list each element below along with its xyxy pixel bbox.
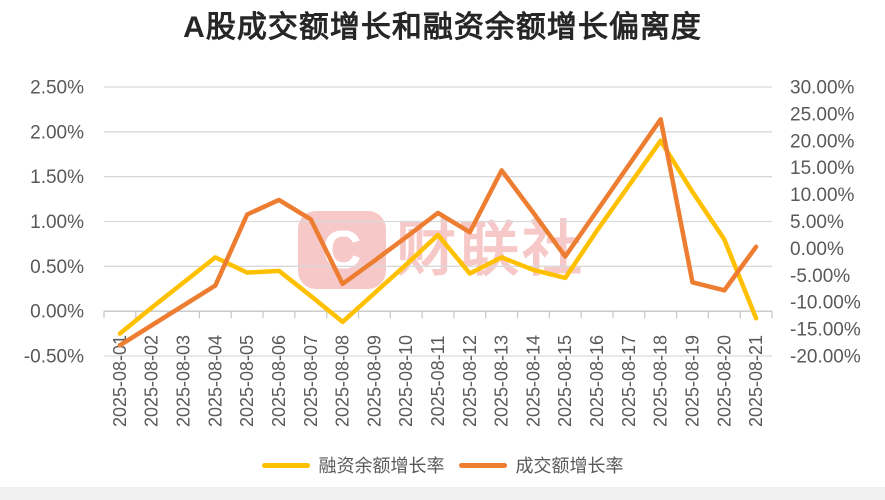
x-axis-date-label: 2025-08-20 [714, 335, 734, 427]
right-axis-tick-label: -5.00% [790, 266, 850, 287]
x-axis-date-label: 2025-08-12 [460, 335, 480, 427]
x-axis-date-label: 2025-08-11 [428, 336, 448, 427]
left-axis-tick-label: 1.50% [30, 167, 84, 188]
x-axis-date-label: 2025-08-10 [396, 335, 416, 427]
legend: 融资余额增长率 成交额增长率 [0, 452, 885, 478]
x-axis-date-label: 2025-08-19 [682, 335, 702, 427]
legend-swatch-turnover-icon [458, 462, 507, 468]
legend-label-turnover: 成交额增长率 [515, 456, 624, 476]
right-axis-tick-label: -10.00% [790, 293, 861, 314]
left-axis-tick-label: 0.50% [30, 257, 84, 278]
series-line-margin-balance [117, 138, 759, 336]
chart-title: A股成交额增长和融资余额增长偏离度 [183, 11, 702, 44]
x-axis-date-label: 2025-08-03 [174, 335, 194, 427]
series-line-turnover [117, 117, 759, 348]
left-axis-tick-label: 0.00% [30, 302, 84, 323]
right-axis-tick-label: 30.00% [790, 78, 855, 99]
right-axis-tick-label: 0.00% [790, 239, 844, 260]
x-axis-date-label: 2025-08-14 [523, 335, 543, 427]
right-axis-tick-label: -20.00% [790, 347, 861, 368]
x-axis-date-label: 2025-08-17 [619, 335, 639, 427]
footer-band [0, 487, 885, 500]
right-axis-tick-label: 15.00% [790, 158, 855, 179]
left-axis-tick-label: 1.00% [30, 212, 84, 233]
left-axis-tick-label: 2.50% [30, 78, 84, 99]
x-axis-date-label: 2025-08-02 [142, 335, 162, 427]
x-axis-date-label: 2025-08-06 [269, 335, 289, 427]
right-axis-tick-label: 10.00% [790, 185, 855, 206]
watermark-logo-letter: C [322, 220, 362, 280]
x-axis-date-label: 2025-08-01 [110, 335, 130, 427]
x-axis-date-label: 2025-08-04 [205, 335, 225, 427]
right-axis-tick-label: 20.00% [790, 131, 855, 152]
x-axis-date-label: 2025-08-21 [746, 335, 766, 427]
legend-swatch-margin-balance-icon [261, 462, 310, 468]
legend-label-margin-balance: 融资余额增长率 [318, 456, 445, 476]
x-axis-date-label: 2025-08-13 [492, 335, 512, 427]
right-axis-tick-label: -15.00% [790, 320, 861, 341]
right-axis-tick-label: 25.00% [790, 104, 855, 125]
legend-item-margin-balance: 融资余额增长率 [261, 452, 445, 478]
x-axis-date-label: 2025-08-16 [587, 335, 607, 427]
x-axis-date-label: 2025-08-05 [237, 335, 257, 427]
watermark-text: 财联社 [396, 216, 585, 283]
x-axis-date-label: 2025-08-15 [555, 335, 575, 427]
left-axis-tick-label: -0.50% [24, 347, 84, 368]
x-axis-date-label: 2025-08-09 [364, 335, 384, 427]
left-axis-tick-label: 2.00% [30, 122, 84, 143]
legend-item-turnover: 成交额增长率 [458, 452, 624, 478]
right-axis-tick-label: 5.00% [790, 212, 844, 233]
x-axis-date-label: 2025-08-07 [301, 335, 321, 427]
x-axis-date-label: 2025-08-18 [651, 335, 671, 427]
x-axis-date-label: 2025-08-08 [333, 335, 353, 427]
